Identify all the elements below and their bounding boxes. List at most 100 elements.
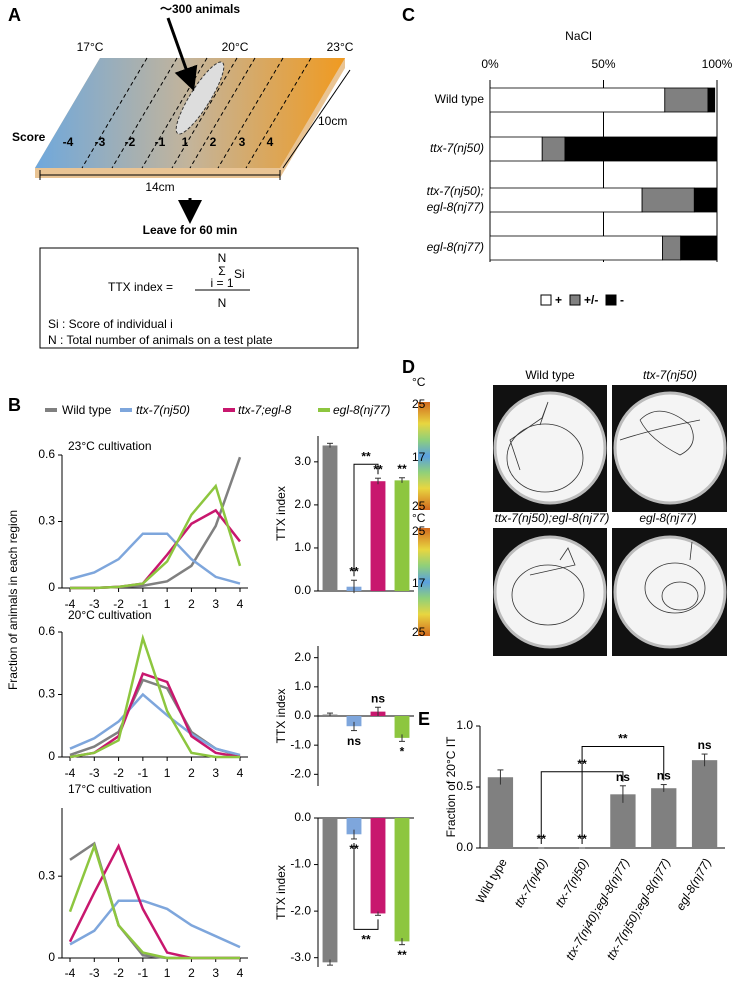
- y-tick-label: 2.0: [294, 650, 311, 664]
- bar: [346, 716, 362, 727]
- panel-letter: E: [418, 709, 430, 729]
- y-tick-label: 0: [48, 749, 55, 763]
- x-tick-label: -4: [65, 597, 76, 611]
- y-tick-label: 0.0: [294, 708, 311, 722]
- x-tick-label: -1: [138, 766, 149, 780]
- series-line: [70, 483, 242, 590]
- y-tick-label: 2.0: [294, 497, 311, 511]
- y-tick-label: 0.5: [456, 779, 473, 793]
- significance: **: [618, 732, 628, 746]
- legend-label: Wild type: [62, 403, 112, 417]
- unit-label: °C: [412, 511, 426, 525]
- x-tick-label: -4: [65, 766, 76, 780]
- image-label: ttx-7(nj50);egl-8(nj77): [495, 511, 610, 525]
- series-line: [69, 532, 241, 585]
- image-label: egl-8(nj77): [639, 511, 696, 525]
- significance: **: [361, 449, 371, 463]
- x-tick-label: Wild type: [473, 856, 510, 906]
- score: -4: [63, 135, 74, 149]
- note: N : Total number of animals on a test pl…: [48, 333, 273, 347]
- scale-label: 17: [412, 576, 426, 590]
- bar: [610, 794, 636, 848]
- formula: i = 1: [210, 276, 233, 290]
- legend-swatch: [569, 294, 581, 306]
- x-tick-label: 100%: [702, 57, 733, 71]
- significance: **: [361, 932, 371, 946]
- bar-segment: [662, 235, 682, 261]
- bar-segment: [664, 87, 709, 113]
- temperature-label: 23°C: [327, 40, 354, 54]
- series-line: [69, 692, 241, 757]
- panel-letter: A: [8, 5, 21, 25]
- y-tick-label: -2.0: [290, 767, 311, 781]
- x-tick-label: 0%: [481, 57, 499, 71]
- dimension: 14cm: [145, 180, 174, 194]
- bar: [487, 777, 514, 848]
- y-tick-label: 0.0: [294, 583, 311, 597]
- bar: [691, 760, 718, 848]
- x-tick-label: 50%: [591, 57, 615, 71]
- formula: Si: [234, 267, 245, 281]
- note: Si : Score of individual i: [48, 317, 173, 331]
- track-images: [418, 385, 727, 656]
- bar: [394, 480, 410, 591]
- bar-segment: [693, 187, 718, 213]
- x-tick-label: 3: [212, 966, 219, 980]
- x-tick-label: 2: [188, 966, 195, 980]
- chart-title: 17°C cultivation: [68, 782, 152, 796]
- significance: ns: [371, 691, 385, 705]
- image-label: Wild type: [525, 368, 575, 382]
- y-axis-label: TTX index: [274, 486, 288, 541]
- significance: ns: [698, 738, 712, 752]
- y-tick-label: 0.0: [456, 840, 473, 854]
- formula: N: [218, 296, 227, 310]
- y-axis-label: TTX index: [274, 865, 288, 920]
- instruction: Leave for 60 min: [143, 223, 238, 237]
- x-tick-label: -2: [113, 766, 124, 780]
- series-line: [69, 633, 240, 759]
- bar: [651, 788, 677, 848]
- category-label: egl-8(nj77): [427, 240, 484, 254]
- y-tick-label: 0.3: [38, 868, 55, 882]
- x-tick-label: 4: [237, 766, 244, 780]
- bar-segment: [489, 136, 543, 162]
- y-tick-label: -1.0: [290, 857, 311, 871]
- bar: [370, 481, 386, 591]
- panel-letter: B: [8, 395, 21, 415]
- bar-segment: [564, 136, 718, 162]
- score: 2: [210, 135, 217, 149]
- y-tick-label: 0.6: [38, 624, 55, 638]
- legend-label: +/-: [584, 293, 598, 307]
- significance: ns: [347, 734, 361, 748]
- bar-segment: [489, 235, 663, 261]
- bar: [346, 818, 362, 835]
- y-tick-label: -2.0: [290, 903, 311, 917]
- legend-label: egl-8(nj77): [333, 403, 390, 417]
- x-tick-label: 3: [212, 766, 219, 780]
- x-tick-label: 4: [237, 966, 244, 980]
- x-tick-label: 1: [164, 766, 171, 780]
- bar-segment: [641, 187, 695, 213]
- legend-swatch: [540, 294, 552, 306]
- y-tick-label: 1.0: [294, 679, 311, 693]
- formula: N: [218, 251, 227, 265]
- series-line: [68, 843, 240, 960]
- x-tick-label: -1: [138, 597, 149, 611]
- unit-label: °C: [412, 375, 426, 389]
- x-tick-label: 4: [237, 597, 244, 611]
- image-label: ttx-7(nj50): [643, 368, 697, 382]
- category-label: ttx-7(nj50): [430, 141, 484, 155]
- x-tick-label: -2: [113, 966, 124, 980]
- y-tick-label: 0.3: [38, 687, 55, 701]
- y-tick-label: 0.6: [38, 447, 55, 461]
- x-tick-label: -1: [138, 966, 149, 980]
- y-axis-label: Fraction of animals in each region: [6, 510, 20, 690]
- scale-label: 25: [412, 524, 426, 538]
- y-tick-label: 0: [48, 580, 55, 594]
- y-tick-label: 0: [48, 950, 55, 964]
- bar: [394, 716, 410, 738]
- y-tick-label: 0.0: [294, 810, 311, 824]
- bracket: [353, 463, 379, 577]
- formula: TTX index =: [108, 280, 173, 294]
